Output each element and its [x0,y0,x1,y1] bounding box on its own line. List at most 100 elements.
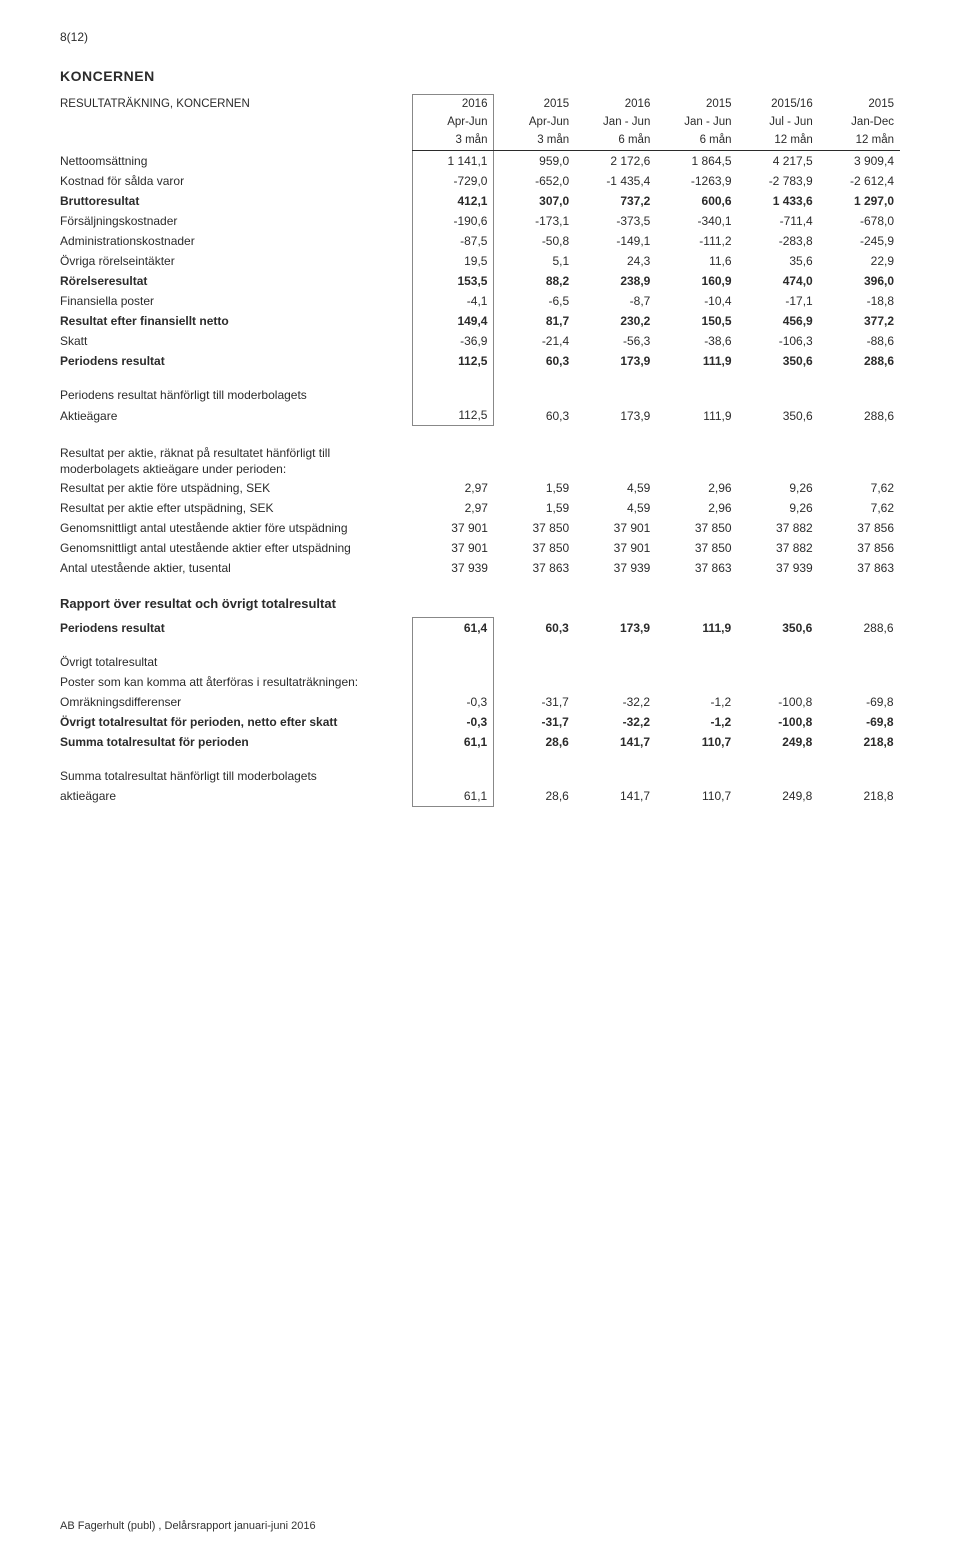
cell: 37 863 [494,558,575,578]
income-statement-table: RESULTATRÄKNING, KONCERNEN 2016 2015 201… [60,94,900,578]
cell: -38,6 [656,331,737,351]
poster-note: Poster som kan komma att återföras i res… [60,672,413,692]
cell: -8,7 [575,291,656,311]
cell: 37 939 [413,558,494,578]
col-hdr: 2016 [413,95,494,114]
cell: 288,6 [819,351,900,371]
col-hdr: 6 mån [575,131,656,151]
cell: 81,7 [494,311,575,331]
attributable-label: Periodens resultat hänförligt till moder… [60,385,413,405]
cell: -18,8 [819,291,900,311]
cell: 249,8 [737,786,818,807]
cell: 456,9 [738,311,819,331]
comp-attributable-label1: Summa totalresultat hänförligt till mode… [60,766,413,786]
row-label: Periodens resultat [60,351,413,371]
cell: -711,4 [738,211,819,231]
cell: 2,97 [413,478,494,498]
cell: 110,7 [656,786,737,807]
cell: 111,9 [656,405,737,426]
row-label: Resultat per aktie efter utspädning, SEK [60,498,413,518]
cell: -31,7 [494,712,575,732]
cell: -69,8 [818,712,899,732]
cell: -56,3 [575,331,656,351]
col-hdr: 6 mån [656,131,737,151]
per-share-note1: Resultat per aktie, räknat på resultatet… [60,440,900,462]
cell: 110,7 [656,732,737,752]
row-label: Resultat efter finansiellt netto [60,311,413,331]
col-hdr: Jul - Jun [738,113,819,131]
row-label: Omräkningsdifferenser [60,692,413,712]
cell: -106,3 [738,331,819,351]
cell: -1 435,4 [575,171,656,191]
cell: 37 939 [738,558,819,578]
col-hdr: 12 mån [819,131,900,151]
cell: 218,8 [818,786,899,807]
cell: 7,62 [819,498,900,518]
row-label: Nettoomsättning [60,151,413,172]
cell: -31,7 [494,692,575,712]
cell: 1,59 [494,478,575,498]
col-hdr: Apr-Jun [413,113,494,131]
cell: -340,1 [656,211,737,231]
row-label: Skatt [60,331,413,351]
cell: -678,0 [819,211,900,231]
cell: 37 850 [494,518,575,538]
ovrigt-label: Övrigt totalresultat [60,652,413,672]
row-label: Genomsnittligt antal utestående aktier e… [60,538,413,558]
cell: -729,0 [413,171,494,191]
row-label: Genomsnittligt antal utestående aktier f… [60,518,413,538]
cell: -0,3 [413,692,494,712]
cell: -149,1 [575,231,656,251]
cell: 37 901 [575,538,656,558]
cell: 37 901 [575,518,656,538]
section-title: KONCERNEN [60,68,900,84]
cell: 218,8 [818,732,899,752]
cell: 111,9 [656,351,737,371]
cell: 88,2 [494,271,575,291]
cell: -2 783,9 [738,171,819,191]
cell: 7,62 [819,478,900,498]
col-hdr: 2016 [575,95,656,114]
cell: -6,5 [494,291,575,311]
cell: 4,59 [575,478,656,498]
cell: 37 850 [494,538,575,558]
cell: 60,3 [494,617,575,638]
cell: -1,2 [656,712,737,732]
cell: 37 901 [413,538,494,558]
cell: 61,4 [413,617,494,638]
cell: 37 850 [656,518,737,538]
cell: 28,6 [494,732,575,752]
cell: 600,6 [656,191,737,211]
cell: -100,8 [737,692,818,712]
cell: -190,6 [413,211,494,231]
row-label: Kostnad för sålda varor [60,171,413,191]
cell: -652,0 [494,171,575,191]
cell: 474,0 [738,271,819,291]
cell: 153,5 [413,271,494,291]
col-hdr: Jan-Dec [819,113,900,131]
cell: 3 909,4 [819,151,900,172]
cell: 173,9 [575,617,656,638]
comprehensive-table: Periodens resultat 61,4 60,3 173,9 111,9… [60,617,900,807]
cell: -32,2 [575,712,656,732]
cell: 1,59 [494,498,575,518]
cell: 37 863 [819,558,900,578]
cell: 141,7 [575,786,656,807]
cell: 1 433,6 [738,191,819,211]
col-hdr: 2015 [494,95,575,114]
row-label: Periodens resultat [60,617,413,638]
col-hdr: Jan - Jun [656,113,737,131]
cell: -50,8 [494,231,575,251]
per-share-note2: moderbolagets aktieägare under perioden: [60,462,900,478]
cell: -87,5 [413,231,494,251]
cell: -36,9 [413,331,494,351]
cell: -17,1 [738,291,819,311]
cell: 111,9 [656,617,737,638]
col-hdr: 2015 [656,95,737,114]
row-label: Administrationskostnader [60,231,413,251]
col-hdr: Jan - Jun [575,113,656,131]
cell: -245,9 [819,231,900,251]
cell: -373,5 [575,211,656,231]
cell: 61,1 [413,786,494,807]
table-title: RESULTATRÄKNING, KONCERNEN [60,95,413,114]
